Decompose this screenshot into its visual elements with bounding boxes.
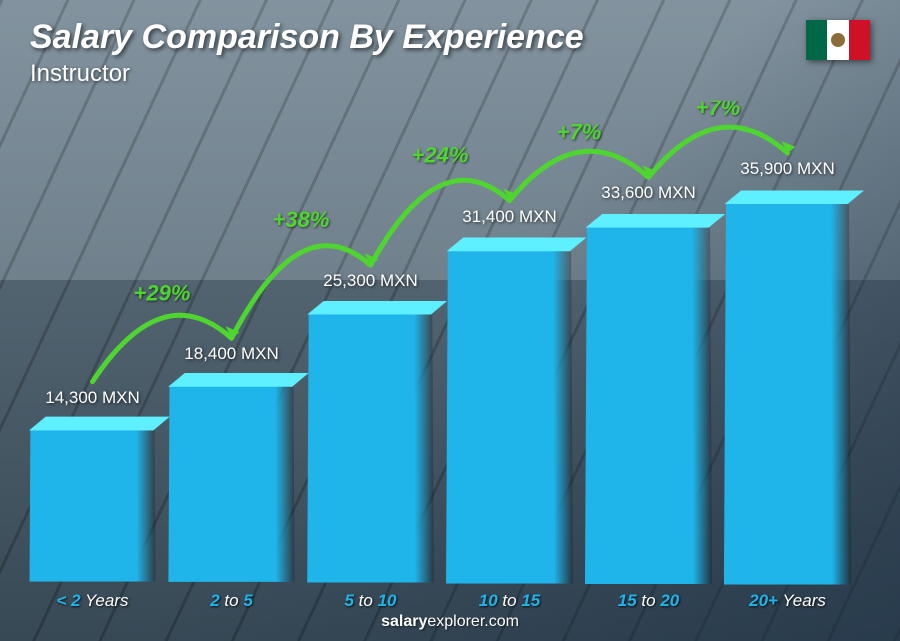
- bar-value-label: 18,400 MXN: [184, 344, 279, 364]
- country-flag-mexico: [806, 20, 870, 60]
- flag-stripe-white: [827, 20, 848, 60]
- bar-top-face: [168, 373, 308, 387]
- bar-top-face: [307, 301, 447, 315]
- category-label: < 2 Years: [57, 591, 129, 611]
- bar-group: 33,600 MXN15 to 20: [586, 183, 711, 581]
- bar: [446, 237, 573, 583]
- bar-top-face: [29, 416, 170, 430]
- bar-front-face: [168, 387, 294, 582]
- increase-pct-label: +24%: [412, 143, 469, 168]
- bar-top-face: [586, 214, 726, 228]
- flag-stripe-green: [806, 20, 827, 60]
- category-label: 5 to 10: [344, 591, 396, 611]
- increase-pct-label: +7%: [696, 101, 741, 120]
- bar-group: 25,300 MXN5 to 10: [308, 271, 433, 581]
- increase-pct-label: +38%: [273, 207, 330, 232]
- bar-value-label: 33,600 MXN: [601, 183, 696, 203]
- bar-group: 31,400 MXN10 to 15: [447, 207, 572, 581]
- flag-stripe-red: [849, 20, 870, 60]
- bar-value-label: 14,300 MXN: [45, 388, 140, 408]
- category-label: 2 to 5: [210, 591, 253, 611]
- bar-group: 35,900 MXN20+ Years: [725, 159, 850, 581]
- bar: [585, 214, 712, 584]
- bar: [307, 301, 434, 583]
- bar: [30, 416, 156, 581]
- bar: [168, 373, 294, 582]
- increase-pct-label: +7%: [557, 119, 602, 144]
- chart-title: Salary Comparison By Experience: [30, 18, 584, 57]
- content-layer: Salary Comparison By Experience Instruct…: [0, 0, 900, 641]
- bar-value-label: 31,400 MXN: [462, 207, 557, 227]
- bar: [724, 190, 851, 584]
- bar-front-face: [446, 251, 573, 584]
- footer-brand-bold: salary: [381, 613, 427, 630]
- bar-front-face: [585, 228, 712, 584]
- flag-emblem: [831, 33, 845, 47]
- bar-front-face: [307, 315, 434, 583]
- category-label: 20+ Years: [749, 591, 826, 611]
- bar-front-face: [30, 430, 156, 581]
- bar-value-label: 35,900 MXN: [740, 159, 835, 179]
- bar-group: 14,300 MXN< 2 Years: [30, 388, 155, 581]
- category-label: 15 to 20: [618, 591, 679, 611]
- bar-top-face: [725, 190, 864, 204]
- footer-attribution: salaryexplorer.com: [381, 613, 519, 631]
- bar-front-face: [724, 204, 851, 584]
- bar-top-face: [447, 237, 587, 251]
- footer-brand-rest: explorer.com: [427, 613, 519, 630]
- increase-pct-label: +29%: [134, 280, 191, 305]
- bar-value-label: 25,300 MXN: [323, 271, 418, 291]
- chart-subtitle: Instructor: [30, 60, 130, 88]
- bar-group: 18,400 MXN2 to 5: [169, 344, 294, 581]
- category-label: 10 to 15: [479, 591, 540, 611]
- bar-chart: 14,300 MXN< 2 Years18,400 MXN2 to 525,30…: [30, 101, 850, 581]
